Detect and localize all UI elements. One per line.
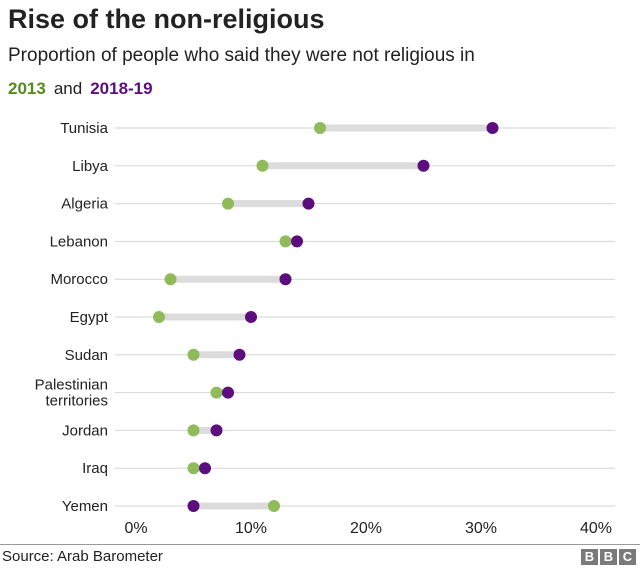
point-2018-19: [291, 235, 303, 248]
legend: 2013 and 2018-19: [8, 79, 153, 99]
legend-2013: 2013: [8, 79, 46, 98]
point-2013: [164, 273, 177, 286]
category-label: Libya: [72, 158, 109, 175]
category-label: Tunisia: [60, 120, 108, 137]
x-tick-label: 10%: [235, 520, 267, 537]
category-label: Morocco: [50, 271, 108, 288]
x-tick-label: 20%: [350, 520, 382, 537]
bbc-logo-letter: B: [581, 549, 598, 565]
point-2018-19: [302, 197, 315, 210]
chart-subtitle: Proportion of people who said they were …: [8, 45, 475, 66]
bbc-logo-letter: B: [600, 549, 617, 565]
category-label: Jordan: [62, 422, 108, 439]
point-2013: [153, 311, 165, 323]
legend-joiner: and: [53, 79, 83, 98]
point-2013: [187, 348, 200, 361]
point-2018-19: [486, 122, 499, 134]
category-label: Egypt: [70, 309, 109, 326]
point-2013: [187, 462, 200, 475]
footer-divider: [0, 544, 640, 545]
point-2013: [268, 500, 280, 512]
category-label: Yemen: [62, 498, 108, 515]
category-label: Palestinian territories: [35, 377, 108, 410]
point-2018-19: [187, 500, 200, 512]
category-label: Iraq: [82, 460, 108, 477]
point-2018-19: [417, 159, 430, 172]
legend-2018-19: 2018-19: [90, 79, 153, 98]
point-2018-19: [199, 462, 211, 475]
point-2013: [314, 122, 326, 134]
point-2013: [210, 386, 223, 399]
point-2018-19: [245, 311, 257, 323]
point-2013: [222, 197, 234, 210]
point-2018-19: [233, 348, 246, 361]
x-tick-label: 0%: [124, 520, 147, 537]
point-2013: [279, 235, 292, 248]
bbc-logo-letter: C: [619, 549, 636, 565]
point-2018-19: [210, 424, 223, 437]
source-note: Source: Arab Barometer: [2, 548, 163, 565]
x-tick-label: 30%: [465, 520, 497, 537]
point-2018-19: [279, 273, 292, 286]
category-label: Sudan: [65, 347, 108, 364]
x-tick-label: 40%: [580, 520, 612, 537]
point-2013: [187, 424, 200, 437]
category-label: Lebanon: [50, 233, 108, 250]
point-2013: [256, 159, 269, 172]
category-label: Algeria: [61, 196, 108, 213]
dumbbell-plot: Tunisia Libya Algeria Lebanon Morocco Egypt Su…: [35, 120, 615, 537]
chart-title: Rise of the non-religious: [8, 4, 325, 34]
point-2018-19: [222, 386, 234, 399]
bbc-logo: B B C: [581, 549, 636, 565]
